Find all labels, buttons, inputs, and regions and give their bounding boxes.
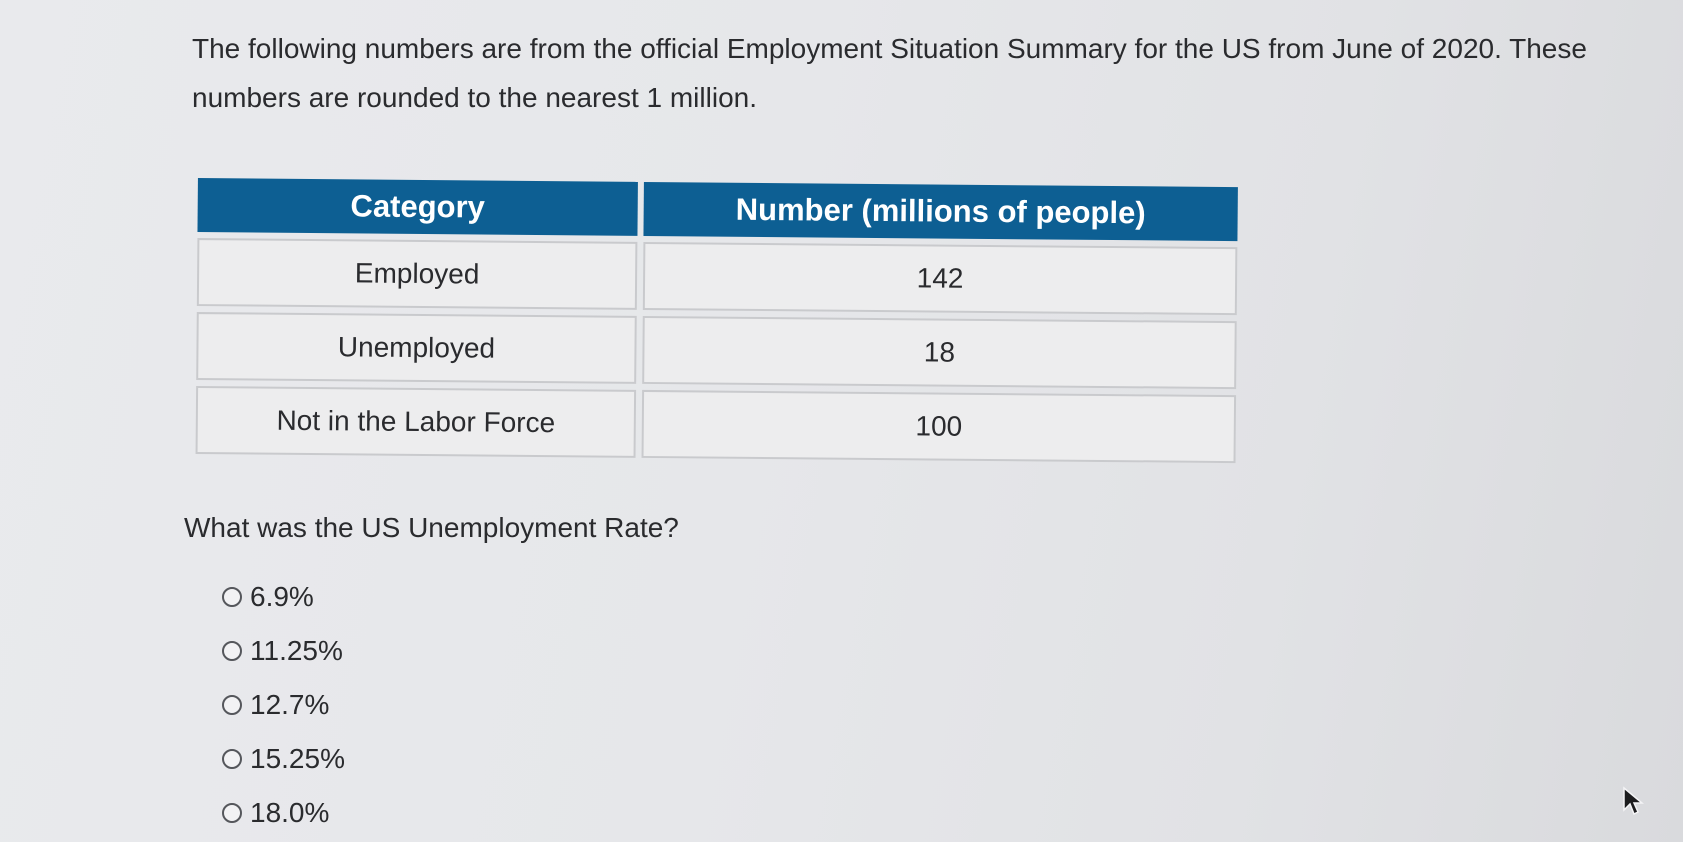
arrow-cursor-icon: [1623, 786, 1644, 816]
option-label[interactable]: 15.25%: [250, 743, 345, 774]
table-row: Unemployed 18: [196, 312, 1237, 390]
cell-number: 100: [641, 389, 1237, 464]
answer-option[interactable]: 15.25%: [222, 732, 345, 786]
radio-button[interactable]: [222, 695, 242, 715]
cell-category: Employed: [196, 238, 638, 310]
employment-table-container: Category Number (millions of people) Emp…: [189, 172, 1243, 469]
table-header-row: Category Number (millions of people): [197, 178, 1238, 242]
cell-category: Not in the Labor Force: [195, 386, 637, 458]
answer-option[interactable]: 6.9%: [222, 570, 345, 624]
option-label[interactable]: 6.9%: [250, 581, 314, 612]
cell-category: Unemployed: [196, 312, 637, 384]
header-category: Category: [197, 178, 638, 236]
answer-option[interactable]: 18.0%: [222, 786, 345, 840]
answer-option[interactable]: 12.7%: [222, 678, 345, 732]
radio-button[interactable]: [222, 803, 242, 823]
table-row: Not in the Labor Force 100: [195, 386, 1237, 464]
option-label[interactable]: 18.0%: [250, 797, 330, 828]
radio-button[interactable]: [222, 641, 242, 661]
radio-button[interactable]: [222, 587, 242, 607]
answer-option[interactable]: 11.25%: [222, 624, 345, 678]
radio-button[interactable]: [222, 749, 242, 769]
answer-options: 6.9% 11.25% 12.7% 15.25% 18.0%: [222, 570, 345, 840]
cell-number: 142: [642, 241, 1238, 316]
option-label[interactable]: 12.7%: [250, 689, 330, 720]
option-label[interactable]: 11.25%: [250, 635, 343, 666]
question-text: What was the US Unemployment Rate?: [184, 512, 679, 543]
header-number: Number (millions of people): [643, 181, 1238, 242]
intro-text: The following numbers are from the offic…: [192, 33, 1587, 113]
cell-number: 18: [642, 315, 1237, 390]
employment-table: Category Number (millions of people) Emp…: [189, 172, 1243, 469]
table-row: Employed 142: [196, 238, 1238, 316]
